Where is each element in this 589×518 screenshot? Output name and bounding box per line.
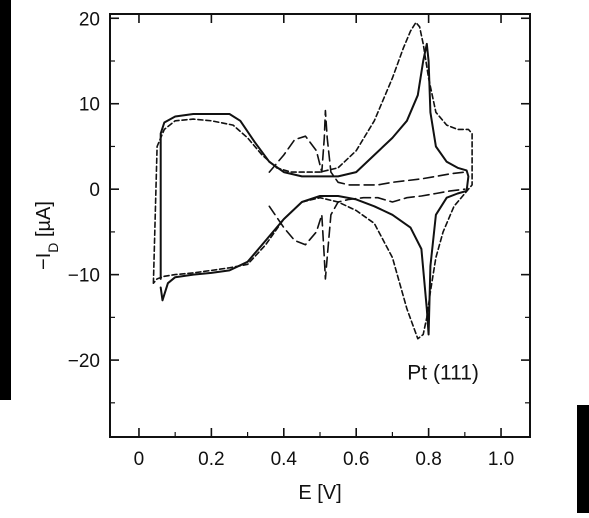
y-axis-label: −ID [µA] (33, 201, 61, 270)
sample-annotation: Pt (111) (407, 362, 479, 385)
x-axis-label: E [V] (298, 482, 341, 504)
x-tick-label: 1.0 (488, 449, 514, 470)
series-solid-0 (159, 42, 470, 336)
y-tick-label: −10 (68, 266, 100, 287)
y-tick-label: 0 (89, 180, 100, 201)
y-tick-label: 10 (79, 95, 100, 116)
tick-labels: 0 0.2 0.4 0.6 0.8 1.0 20 10 0 −10 −20 (68, 9, 514, 470)
curves (152, 21, 473, 340)
y-axis-label-main: −I (33, 253, 55, 270)
x-tick-label: 0.8 (415, 449, 441, 470)
scan-edge-left (0, 0, 11, 400)
y-axis-label-subscript: D (45, 243, 61, 253)
x-tick-label: 0.4 (271, 449, 298, 470)
x-tick-label: 0.2 (198, 449, 224, 470)
y-tick-label: −20 (68, 351, 100, 372)
series-long-dash-2 (268, 109, 466, 186)
x-tick-label: 0 (134, 449, 145, 470)
y-tick-label: 20 (79, 9, 100, 30)
axis-ticks (110, 14, 530, 437)
y-axis-label-unit: [µA] (33, 201, 55, 243)
x-tick-label: 0.6 (343, 449, 369, 470)
scan-edge-right (577, 405, 589, 513)
series-long-dash-3 (268, 188, 466, 280)
